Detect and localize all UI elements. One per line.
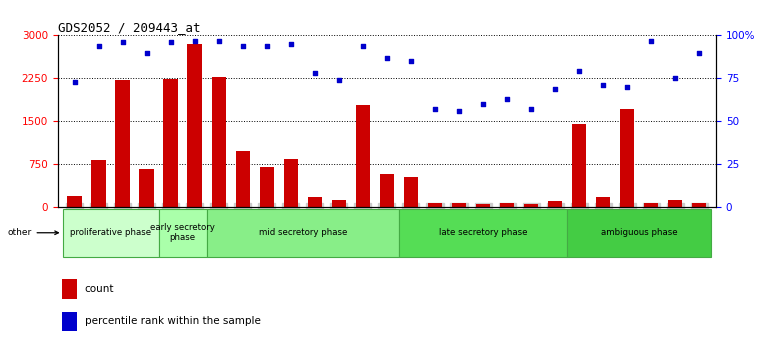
Bar (236, 151, 250, 207)
Bar (67, 196, 82, 207)
Bar (476, 204, 490, 207)
Text: proliferative phase: proliferative phase (70, 228, 151, 237)
Bar (399, 209, 567, 257)
Bar (452, 202, 466, 207)
Bar (620, 109, 634, 207)
Bar (92, 160, 105, 207)
Point (380, 55, 393, 61)
Point (573, 69, 585, 74)
Point (597, 82, 609, 88)
Bar (259, 167, 274, 207)
Point (92, 43, 105, 48)
Bar (62, 279, 77, 299)
Text: early secretory
phase: early secretory phase (150, 223, 215, 242)
Point (309, 70, 321, 76)
Bar (159, 209, 206, 257)
Bar (524, 204, 538, 207)
Bar (403, 177, 418, 207)
Point (357, 43, 369, 48)
Bar (332, 200, 346, 207)
Bar (644, 202, 658, 207)
Point (429, 107, 441, 112)
Bar (668, 200, 682, 207)
Point (621, 84, 634, 90)
Text: ambiguous phase: ambiguous phase (601, 228, 678, 237)
Bar (500, 202, 514, 207)
Bar (380, 174, 394, 207)
Point (189, 38, 201, 44)
Point (477, 101, 489, 107)
Point (285, 41, 297, 47)
Point (525, 107, 537, 112)
Point (453, 108, 465, 114)
Text: percentile rank within the sample: percentile rank within the sample (85, 316, 260, 326)
Bar (283, 159, 298, 207)
Point (549, 86, 561, 91)
Bar (62, 209, 159, 257)
Point (140, 50, 152, 56)
Point (116, 39, 129, 45)
Point (669, 75, 681, 81)
Point (213, 38, 225, 44)
Bar (567, 209, 711, 257)
Bar (692, 202, 707, 207)
Bar (548, 201, 562, 207)
Bar (308, 197, 322, 207)
Text: mid secretory phase: mid secretory phase (259, 228, 347, 237)
Point (69, 79, 81, 85)
Bar (163, 79, 178, 207)
Point (645, 38, 658, 44)
Bar (188, 44, 202, 207)
Bar (596, 197, 611, 207)
Point (501, 96, 514, 102)
Point (260, 43, 273, 48)
Text: GDS2052 / 209443_at: GDS2052 / 209443_at (58, 21, 200, 34)
Bar (356, 105, 370, 207)
Bar (206, 209, 399, 257)
Bar (62, 312, 77, 331)
Bar (116, 80, 130, 207)
Bar (572, 124, 586, 207)
Point (165, 39, 177, 45)
Point (333, 77, 345, 83)
Point (236, 43, 249, 48)
Text: late secretory phase: late secretory phase (439, 228, 527, 237)
Text: count: count (85, 284, 114, 294)
Bar (139, 169, 154, 207)
Text: other: other (7, 228, 59, 237)
Point (405, 58, 417, 64)
Bar (212, 76, 226, 207)
Point (693, 50, 705, 56)
Bar (428, 203, 442, 207)
